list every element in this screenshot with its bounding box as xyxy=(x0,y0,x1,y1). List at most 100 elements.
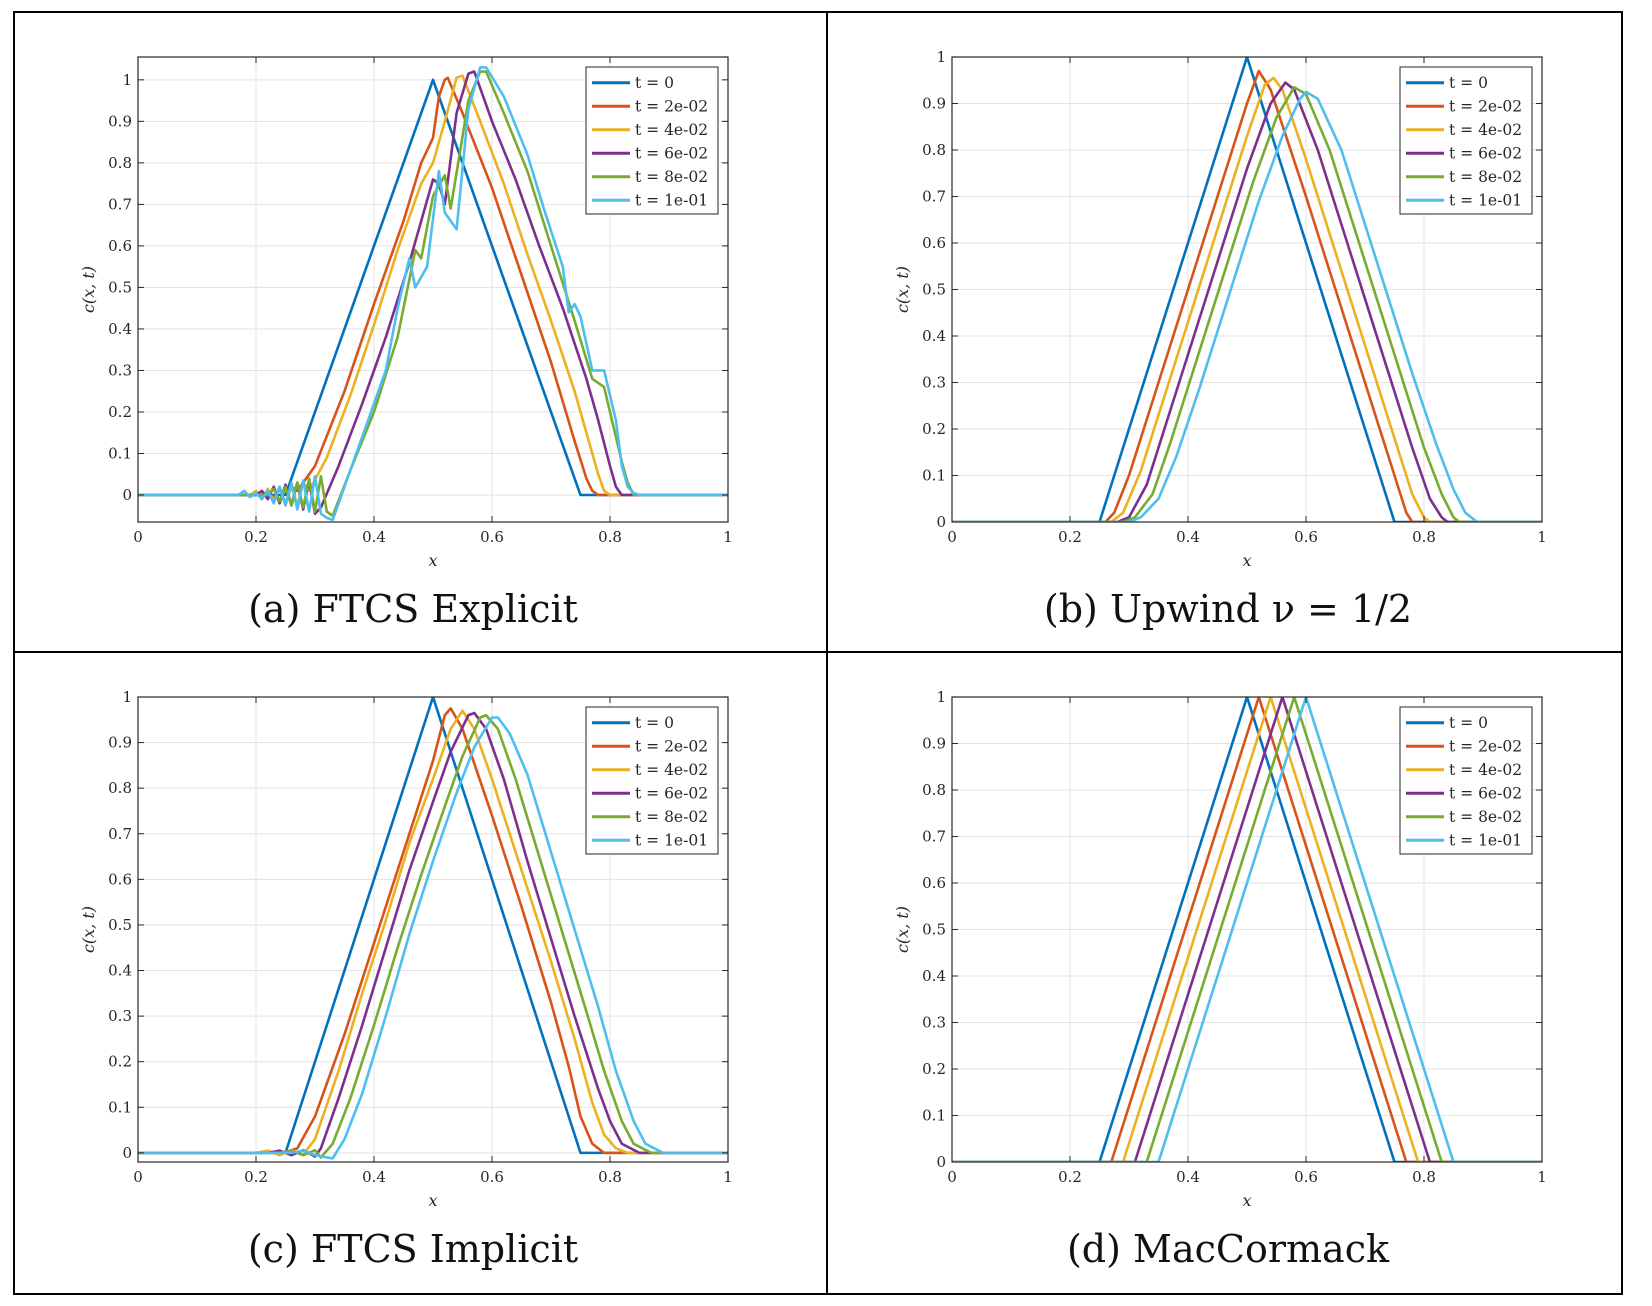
series-line xyxy=(138,716,728,1160)
x-tick-label: 0.4 xyxy=(1176,528,1200,546)
y-tick-label: 0.4 xyxy=(108,962,132,980)
y-tick-label: 0.2 xyxy=(108,1053,132,1071)
x-tick-label: 1 xyxy=(723,528,733,546)
x-tick-label: 1 xyxy=(1537,528,1547,546)
x-tick-label: 0.6 xyxy=(480,1168,504,1186)
y-tick-label: 0.3 xyxy=(922,1014,946,1032)
legend-entry: t = 4e-02 xyxy=(1449,761,1522,779)
y-tick-label: 0.8 xyxy=(108,779,132,797)
y-tick-label: 0.2 xyxy=(108,403,132,421)
x-tick-label: 0.2 xyxy=(244,1168,268,1186)
x-axis-label: x xyxy=(1242,551,1251,570)
y-tick-label: 0 xyxy=(122,1144,132,1162)
figure-frame xyxy=(13,11,1623,1295)
y-tick-label: 0.1 xyxy=(108,1098,132,1116)
x-tick-label: 0.2 xyxy=(244,528,268,546)
legend-entry: t = 2e-02 xyxy=(1449,737,1522,755)
x-axis-label: x xyxy=(428,1191,437,1210)
y-tick-label: 0.1 xyxy=(922,467,946,485)
x-tick-label: 0.6 xyxy=(1294,1168,1318,1186)
panel-d: 0 0.2 0.4 0.6 0.8 1 0 0.1 0.2 0.3 0.4 0.5 0.6 0.7 0.8 0… xyxy=(893,688,1547,1271)
y-tick-label: 0.4 xyxy=(922,967,946,985)
y-tick-label: 1 xyxy=(122,71,132,89)
legend-entry: t = 4e-02 xyxy=(635,761,708,779)
y-tick-label: 0.7 xyxy=(108,195,132,213)
y-tick-label: 0.6 xyxy=(922,234,946,252)
x-tick-label: 0.8 xyxy=(1412,528,1436,546)
y-tick-label: 0.4 xyxy=(108,320,132,338)
y-tick-label: 0.7 xyxy=(922,188,946,206)
y-axis-label: c(x, t) xyxy=(79,906,98,953)
x-tick-label: 0.4 xyxy=(1176,1168,1200,1186)
legend-box xyxy=(585,66,719,215)
series-line xyxy=(952,90,1542,522)
y-tick-label: 0.8 xyxy=(108,154,132,172)
y-tick-label: 0.8 xyxy=(922,781,946,799)
panel-c: 0 0.2 0.4 0.6 0.8 1 0 0.1 0.2 0.3 0.4 0.5 0.6 0.7 0.8 0… xyxy=(79,688,733,1271)
legend: t = 0 t = 2e-02 t = 4e-02 t = 6e-02 t = 8e-0… xyxy=(585,66,719,215)
y-tick-label: 1 xyxy=(122,688,132,706)
legend-box xyxy=(585,706,719,855)
x-tick-label: 0.6 xyxy=(480,528,504,546)
y-tick-label: 0.1 xyxy=(922,1107,946,1125)
legend-entry: t = 4e-02 xyxy=(1449,121,1522,139)
x-tick-label: 0.6 xyxy=(1294,528,1318,546)
series-line xyxy=(952,76,1542,522)
legend-entry: t = 1e-01 xyxy=(1449,831,1522,849)
y-tick-label: 0.7 xyxy=(108,825,132,843)
y-tick-label: 0.5 xyxy=(108,278,132,296)
y-tick-label: 0.5 xyxy=(108,916,132,934)
legend-entry: t = 8e-02 xyxy=(635,808,708,826)
legend-entry: t = 2e-02 xyxy=(635,97,708,115)
panel-caption: (a) FTCS Explicit xyxy=(248,587,578,631)
legend: t = 0 t = 2e-02 t = 4e-02 t = 6e-02 t = 8e-0… xyxy=(585,706,719,855)
legend: t = 0 t = 2e-02 t = 4e-02 t = 6e-02 t = 8e-0… xyxy=(1399,66,1533,215)
series-group xyxy=(952,57,1542,522)
y-tick-label: 0.9 xyxy=(922,95,946,113)
y-tick-label: 0.2 xyxy=(922,1060,946,1078)
legend: t = 0 t = 2e-02 t = 4e-02 t = 6e-02 t = 8e-0… xyxy=(1399,706,1533,855)
legend-entry: t = 8e-02 xyxy=(1449,168,1522,186)
y-tick-label: 0.6 xyxy=(108,237,132,255)
axes-box xyxy=(137,56,729,523)
y-axis-label: c(x, t) xyxy=(893,266,912,313)
y-tick-label: 0.9 xyxy=(108,734,132,752)
legend-entry: t = 0 xyxy=(1449,714,1488,732)
legend-entry: t = 0 xyxy=(635,714,674,732)
legend-entry: t = 0 xyxy=(1449,74,1488,92)
x-tick-label: 0.2 xyxy=(1058,528,1082,546)
series-group xyxy=(138,66,728,522)
series-line xyxy=(138,70,728,518)
x-tick-label: 0.8 xyxy=(598,1168,622,1186)
axes-box xyxy=(137,696,729,1163)
y-tick-label: 0.9 xyxy=(922,735,946,753)
panel-a: 0 0.2 0.4 0.6 0.8 1 0 0.1 0.2 0.3 0.4 0.5 0.6 0.7 0.8 0… xyxy=(79,56,733,631)
y-tick-label: 0.3 xyxy=(108,361,132,379)
x-tick-label: 1 xyxy=(1537,1168,1547,1186)
x-axis-label: x xyxy=(428,551,437,570)
y-tick-label: 0.2 xyxy=(922,420,946,438)
y-tick-label: 0 xyxy=(936,1153,946,1171)
y-axis-label: c(x, t) xyxy=(79,266,98,313)
y-tick-label: 0.6 xyxy=(922,874,946,892)
legend-entry: t = 1e-01 xyxy=(635,191,708,209)
y-tick-label: 0.6 xyxy=(108,870,132,888)
legend-entry: t = 1e-01 xyxy=(1449,191,1522,209)
panel-b: 0 0.2 0.4 0.6 0.8 1 0 0.1 0.2 0.3 0.4 0.5 0.6 0.7 0.8 0… xyxy=(893,48,1547,631)
y-tick-label: 0.3 xyxy=(922,374,946,392)
series-group xyxy=(138,697,728,1160)
series-line xyxy=(952,69,1542,522)
y-tick-label: 0.5 xyxy=(922,281,946,299)
x-tick-label: 0.4 xyxy=(362,1168,386,1186)
y-tick-label: 0 xyxy=(122,486,132,504)
x-tick-label: 0.2 xyxy=(1058,1168,1082,1186)
x-axis-label: x xyxy=(1242,1191,1251,1210)
legend-entry: t = 6e-02 xyxy=(635,784,708,802)
panel-caption: (c) FTCS Implicit xyxy=(248,1227,578,1271)
x-tick-label: 0 xyxy=(133,528,143,546)
legend-box xyxy=(1399,706,1533,855)
x-tick-label: 0 xyxy=(947,528,957,546)
legend-entry: t = 8e-02 xyxy=(1449,808,1522,826)
y-axis-label: c(x, t) xyxy=(893,906,912,953)
